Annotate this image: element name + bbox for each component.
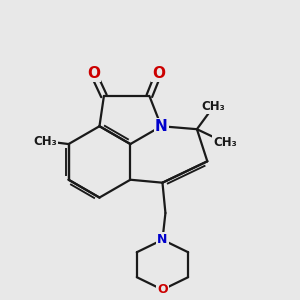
Text: O: O <box>87 66 100 81</box>
Text: CH₃: CH₃ <box>33 135 57 148</box>
Text: CH₃: CH₃ <box>213 136 237 149</box>
Text: N: N <box>155 119 168 134</box>
Text: O: O <box>157 283 168 296</box>
Text: CH₃: CH₃ <box>201 100 225 113</box>
Text: O: O <box>152 66 165 81</box>
Text: N: N <box>157 233 168 246</box>
